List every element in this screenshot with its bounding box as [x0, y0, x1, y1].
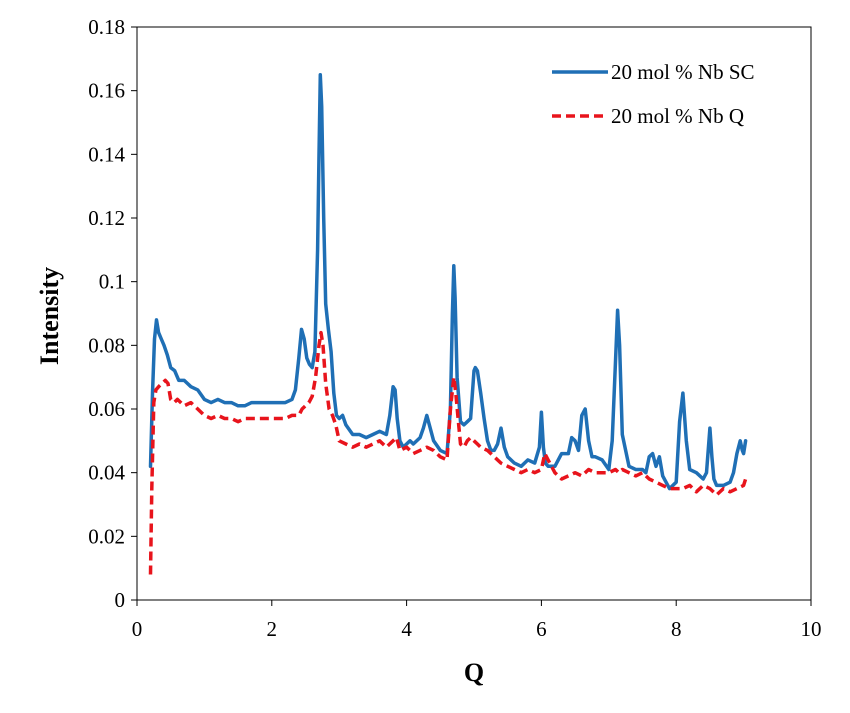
x-tick-label: 4	[401, 617, 412, 641]
x-tick-label: 2	[267, 617, 278, 641]
y-tick-label: 0.18	[88, 15, 125, 39]
series-line-sc	[148, 73, 748, 491]
y-tick-label: 0.12	[88, 206, 125, 230]
legend: 20 mol % Nb SC 20 mol % Nb Q	[552, 60, 755, 128]
series-line-q	[148, 330, 748, 575]
x-tick-label: 0	[132, 617, 143, 641]
x-tick-label: 6	[536, 617, 547, 641]
plot-area	[136, 26, 812, 601]
x-tick-label: 10	[801, 617, 822, 641]
y-tick-label: 0.14	[88, 142, 125, 166]
y-axis-title: Intensity	[35, 267, 64, 365]
series-layer	[148, 73, 748, 575]
y-tick-label: 0	[115, 588, 126, 612]
axis-layer: 0 0.02 0.04 0.06 0.08 0.1 0.12 0.14 0.16 0.18 0 2 4 6…	[88, 15, 821, 641]
y-tick-label: 0.08	[88, 333, 125, 357]
y-tick-label: 0.02	[88, 524, 125, 548]
y-tick-label: 0.16	[88, 79, 125, 103]
y-tick-label: 0.04	[88, 461, 125, 485]
x-tick-label: 8	[671, 617, 682, 641]
y-tick-label: 0.06	[88, 397, 125, 421]
y-tick-label: 0.1	[99, 270, 125, 294]
legend-label-q: 20 mol % Nb Q	[611, 104, 744, 128]
legend-label-sc: 20 mol % Nb SC	[611, 60, 755, 84]
x-axis-title: Q	[464, 658, 484, 687]
